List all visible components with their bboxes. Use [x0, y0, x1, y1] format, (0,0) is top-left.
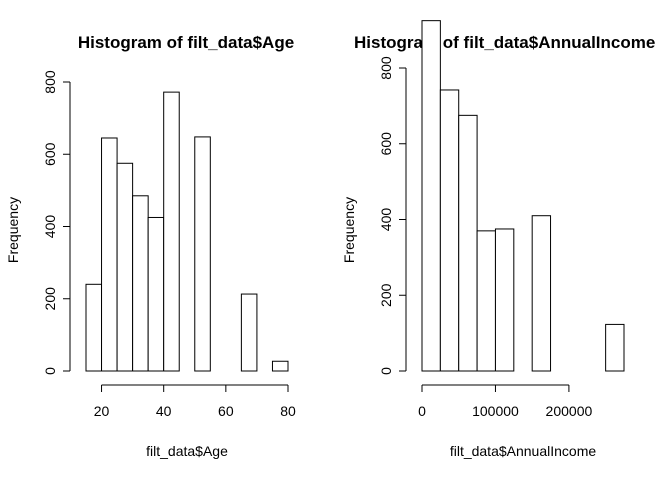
income-histogram-bars	[421, 20, 625, 372]
age-x-tick-label: 20	[94, 403, 110, 419]
income-histogram-bar	[421, 20, 441, 372]
income-histogram-bar	[605, 323, 625, 372]
age-histogram-bar	[240, 293, 258, 372]
income-histogram-xlabel: filt_data$AnnualIncome	[450, 443, 597, 459]
age-histogram-bar	[132, 195, 149, 372]
age-histogram-bar	[194, 136, 211, 372]
income-x-tick-label: 200000	[546, 403, 593, 419]
income-y-tick-label: 400	[378, 208, 394, 232]
age-histogram-bar	[101, 137, 118, 372]
age-histogram-bar	[271, 360, 289, 372]
age-y-tick-label: 400	[42, 215, 58, 239]
income-x-tick-label: 0	[418, 403, 426, 419]
age-histogram-panel: Histogram of filt_data$Age filt_data$Age…	[5, 33, 296, 459]
income-y-tick-label: 600	[378, 132, 394, 156]
income-histogram-panel: Histogram of filt_data$AnnualIncome filt…	[341, 20, 655, 459]
age-histogram-bars	[85, 91, 289, 372]
age-y-tick-label: 200	[42, 287, 58, 311]
age-histogram-bar	[116, 162, 134, 372]
age-histogram-bar	[85, 283, 103, 372]
age-histogram-bar	[147, 216, 165, 372]
income-histogram-bar	[458, 114, 478, 372]
age-y-tick-label: 0	[42, 367, 58, 375]
age-histogram-xlabel: filt_data$Age	[146, 443, 228, 459]
income-histogram-ylabel: Frequency	[341, 197, 357, 263]
age-histogram-x-axis: 20 40 60 80	[94, 384, 296, 419]
age-x-tick-label: 60	[218, 403, 234, 419]
income-y-tick-label: 200	[378, 283, 394, 307]
income-histogram-bar	[531, 215, 552, 372]
age-y-tick-label: 800	[42, 70, 58, 94]
income-histogram-x-axis: 0 100000 200000	[418, 384, 593, 419]
income-histogram-y-axis: 0 200 400 600 800	[378, 56, 407, 375]
age-histogram-y-axis: 0 200 400 600 800	[42, 70, 71, 375]
income-y-tick-label: 0	[378, 367, 394, 375]
age-x-tick-label: 80	[280, 403, 296, 419]
income-histogram-bar	[439, 89, 460, 372]
age-histogram-ylabel: Frequency	[5, 197, 21, 263]
age-histogram-bar	[163, 91, 180, 372]
income-x-tick-label: 100000	[472, 403, 519, 419]
age-x-tick-label: 40	[156, 403, 172, 419]
age-y-tick-label: 600	[42, 142, 58, 166]
income-histogram-bar	[476, 230, 496, 372]
income-histogram-bar	[494, 228, 515, 372]
income-histogram-title: Histogram of filt_data$AnnualIncome	[354, 33, 655, 52]
income-y-tick-label: 800	[378, 56, 394, 80]
age-histogram-title: Histogram of filt_data$Age	[78, 33, 294, 52]
